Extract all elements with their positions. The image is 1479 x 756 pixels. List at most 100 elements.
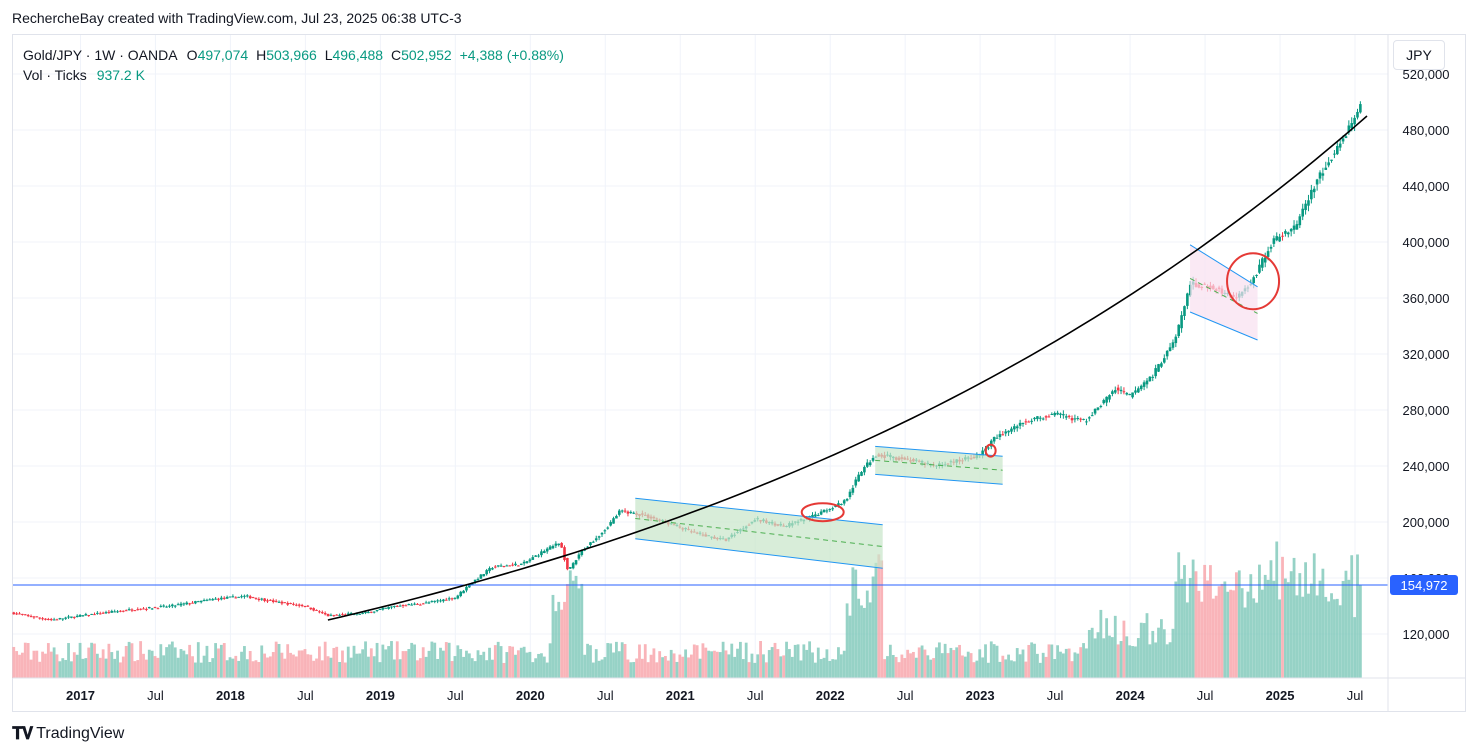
volume-bar bbox=[436, 658, 440, 678]
volume-bar bbox=[779, 656, 783, 678]
volume-bar bbox=[917, 647, 921, 678]
candle-body bbox=[81, 615, 85, 617]
candle-body bbox=[147, 606, 151, 609]
volume-label[interactable]: Vol · Ticks bbox=[23, 67, 87, 83]
volume-bar bbox=[762, 654, 765, 678]
volume-bar bbox=[453, 656, 457, 678]
candle-body bbox=[323, 613, 327, 615]
volume-bar bbox=[444, 642, 448, 678]
volume-bar bbox=[1079, 647, 1083, 678]
candle-body bbox=[381, 607, 385, 610]
volume-bar bbox=[597, 660, 601, 678]
volume-bar bbox=[531, 662, 535, 678]
candle-body bbox=[1312, 188, 1316, 193]
volume-bar bbox=[698, 658, 702, 678]
volume-bar bbox=[283, 658, 287, 678]
volume-bar bbox=[837, 647, 840, 678]
candle-body bbox=[502, 565, 506, 567]
ohlc-row: Gold/JPY · 1W · OANDA O497,074 H503,966 … bbox=[23, 45, 564, 65]
candle-body bbox=[459, 591, 463, 597]
channel-mid-line bbox=[875, 459, 1003, 471]
volume-bar bbox=[1203, 564, 1207, 678]
volume-bar bbox=[1162, 629, 1166, 678]
candle-body bbox=[127, 609, 131, 611]
candle-body bbox=[1047, 416, 1051, 418]
volume-bar bbox=[1041, 652, 1045, 678]
candle-body bbox=[315, 609, 318, 611]
candle-body bbox=[623, 510, 627, 512]
volume-bar bbox=[643, 644, 647, 678]
candle-body bbox=[865, 462, 869, 467]
candle-body bbox=[297, 604, 301, 606]
candle-body bbox=[534, 555, 537, 557]
volume-bar bbox=[159, 644, 163, 678]
volume-bar bbox=[1185, 602, 1189, 678]
candle-body bbox=[211, 599, 215, 601]
volume-bar bbox=[741, 659, 745, 678]
volume-bar bbox=[909, 653, 912, 678]
volume-bar bbox=[459, 649, 463, 678]
candle-body bbox=[1321, 173, 1325, 176]
volume-bar bbox=[234, 655, 238, 678]
volume-bar bbox=[1157, 627, 1160, 678]
volume-bar bbox=[1116, 644, 1120, 678]
volume-bar bbox=[785, 641, 788, 678]
volume-bar bbox=[1249, 574, 1253, 678]
volume-bar bbox=[493, 645, 497, 678]
candle-body bbox=[1137, 388, 1140, 393]
candle-body bbox=[346, 613, 350, 615]
candle-body bbox=[514, 563, 517, 566]
volume-bar bbox=[548, 643, 552, 678]
volume-bar bbox=[1061, 653, 1065, 678]
volume-bar bbox=[257, 662, 261, 678]
volume-bar bbox=[248, 651, 252, 678]
candle-body bbox=[545, 548, 549, 552]
candle-body bbox=[173, 605, 177, 607]
candle-body bbox=[372, 611, 376, 613]
volume-bar bbox=[1183, 565, 1186, 678]
volume-bar bbox=[943, 643, 947, 678]
currency-button[interactable]: JPY bbox=[1393, 40, 1445, 70]
candle-body bbox=[407, 603, 411, 606]
candle-body bbox=[1001, 434, 1005, 436]
volume-bar bbox=[361, 649, 365, 678]
candle-body bbox=[243, 595, 246, 597]
symbol-label[interactable]: Gold/JPY · 1W · OANDA bbox=[23, 47, 177, 63]
volume-bar bbox=[1001, 655, 1005, 678]
volume-bar bbox=[733, 656, 737, 678]
volume-bar bbox=[84, 658, 88, 678]
volume-bar bbox=[1223, 581, 1227, 678]
volume-bar bbox=[1047, 644, 1051, 678]
candle-body bbox=[1275, 236, 1279, 241]
candle-body bbox=[1102, 400, 1106, 404]
volume-bar bbox=[620, 642, 624, 678]
low-label: L bbox=[324, 47, 333, 63]
volume-bar bbox=[98, 657, 102, 678]
volume-bar bbox=[38, 661, 42, 678]
time-axis-label: Jul bbox=[297, 688, 314, 703]
candle-body bbox=[182, 603, 186, 605]
candle-body bbox=[1096, 407, 1100, 410]
volume-bar bbox=[1102, 638, 1106, 678]
volume-bar bbox=[730, 643, 734, 678]
candle-body bbox=[1064, 416, 1068, 418]
volume-bar bbox=[95, 653, 99, 678]
volume-bar bbox=[312, 660, 316, 678]
volume-bar bbox=[136, 660, 140, 678]
volume-bar bbox=[1027, 644, 1031, 678]
volume-bar bbox=[101, 649, 105, 678]
candle-body bbox=[217, 598, 220, 600]
candle-body bbox=[1036, 416, 1039, 420]
volume-bar bbox=[989, 641, 993, 678]
candle-body bbox=[606, 527, 610, 529]
time-axis-label: 2022 bbox=[816, 688, 845, 703]
candle-body bbox=[995, 437, 999, 439]
tradingview-logo[interactable]: 𝐓𝐕 TradingView bbox=[12, 724, 124, 744]
time-axis-label: 2018 bbox=[216, 688, 245, 703]
high-label: H bbox=[256, 47, 267, 63]
candle-body bbox=[364, 612, 367, 614]
candle-body bbox=[1310, 189, 1313, 200]
candle-body bbox=[404, 605, 408, 607]
volume-bar bbox=[695, 645, 699, 678]
